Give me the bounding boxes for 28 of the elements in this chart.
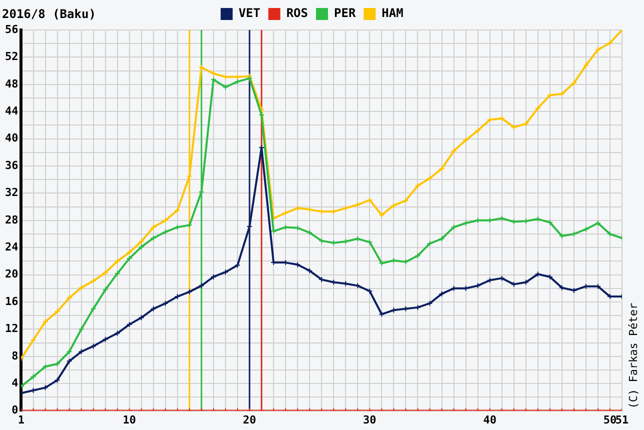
x-tick-label: 1 [18,413,25,426]
legend-label: ROS [286,6,308,20]
y-tick-label: 56 [4,22,19,36]
text: (C) Farkas Péter [626,302,640,409]
y-tick-label: 4 [12,376,19,390]
y-tick-label: 40 [4,132,18,145]
y-tick-label: 52 [4,50,18,64]
y-tick-label: 0 [12,404,18,417]
y-tick-label: 16 [4,294,19,308]
x-tick-label: 10 [122,413,136,426]
legend-label: HAM [382,6,404,20]
chart-title: 2016/8 (Baku) [2,7,96,22]
y-tick-label: 8 [12,349,18,362]
x-tick-label: 50 [603,413,617,426]
y-tick-label: 28 [4,213,18,226]
y-tick-label: 24 [4,240,19,254]
x-tick-label: 20 [242,413,256,426]
y-tick-label: 36 [4,158,19,172]
x-tick-label: 40 [483,413,496,426]
legend-label: PER [334,6,356,20]
x-tick-label: 51 [615,413,629,426]
y-tick-label: 12 [4,322,18,336]
y-tick-label: 48 [4,77,18,90]
y-tick-label: 20 [4,268,18,281]
y-tick-label: 32 [4,186,18,200]
x-tick-label: 30 [363,413,376,426]
legend-label: VET [238,6,260,20]
y-tick-label: 44 [4,104,19,118]
